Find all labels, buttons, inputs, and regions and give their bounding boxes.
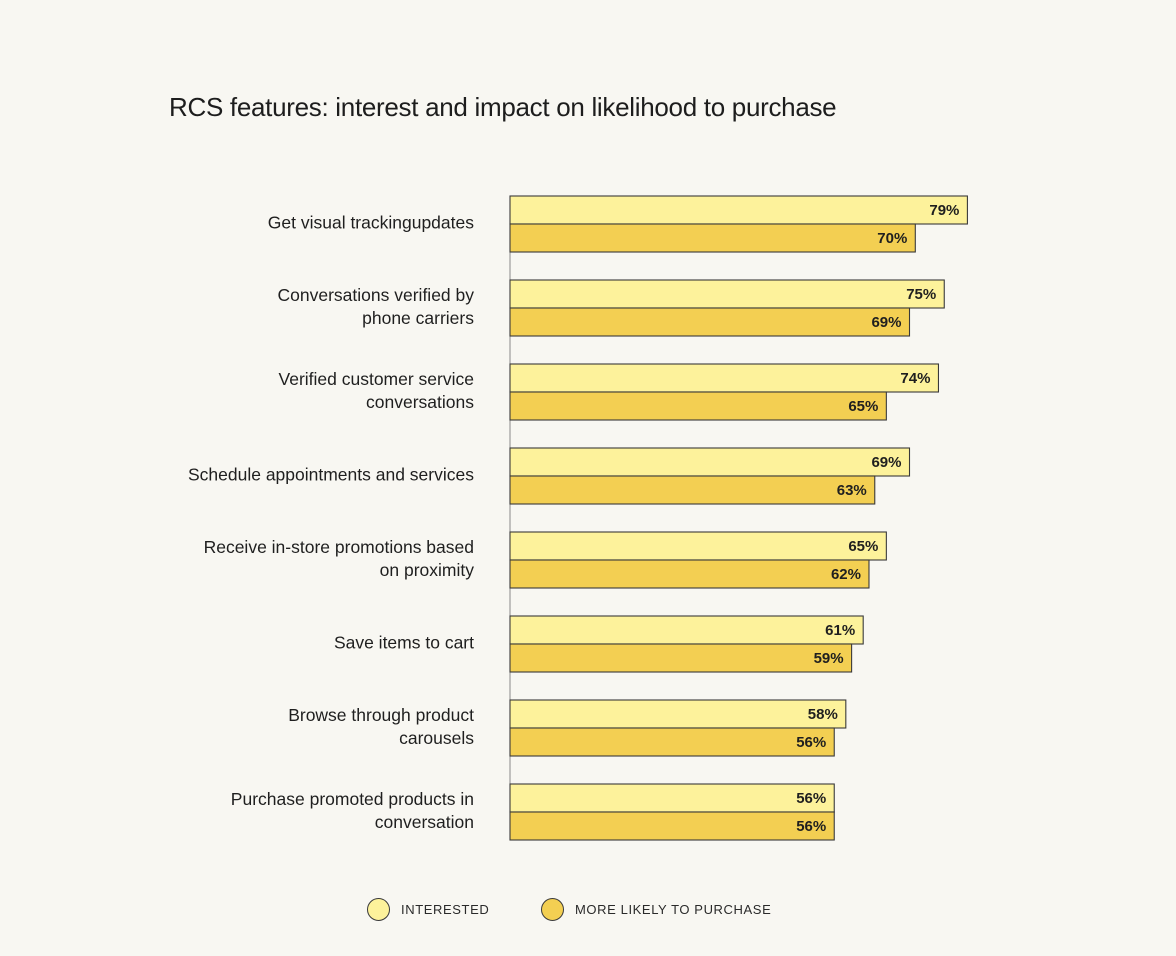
value-label-interested: 65% (848, 538, 878, 555)
category-label: carousels (399, 728, 474, 748)
bar-interested (509, 195, 968, 225)
category-label: Schedule appointments and services (188, 465, 474, 485)
value-label-purchase: 65% (848, 398, 878, 415)
category-label: Save items to cart (334, 633, 474, 653)
bar-interested (509, 279, 945, 309)
legend-swatch-purchase (541, 898, 564, 921)
legend-label-interested: INTERESTED (401, 902, 490, 917)
value-label-interested: 56% (796, 790, 826, 807)
category-label: phone carriers (362, 308, 474, 328)
value-label-purchase: 63% (837, 482, 867, 499)
bar-purchase (509, 391, 887, 421)
bar-interested (509, 363, 940, 393)
bar-purchase (509, 727, 835, 757)
chart-plot: Get visual trackingupdates 79% 70% Conversa… (188, 195, 968, 841)
legend-item-interested: INTERESTED (367, 898, 489, 921)
bar-interested (509, 699, 847, 729)
value-label-purchase: 56% (796, 734, 826, 751)
legend-item-purchase: MORE LIKELY TO PURCHASE (541, 898, 771, 921)
value-label-purchase: 69% (871, 314, 901, 331)
value-label-purchase: 62% (831, 566, 861, 583)
bar-interested (509, 447, 911, 477)
legend: INTERESTED MORE LIKELY TO PURCHASE (0, 898, 1176, 926)
legend-swatch-interested (367, 898, 390, 921)
value-label-interested: 58% (808, 706, 838, 723)
value-label-interested: 75% (906, 286, 936, 303)
bar-interested (509, 783, 835, 813)
bar-interested (509, 615, 864, 645)
category-label: Receive in-store promotions based (204, 537, 474, 557)
chart-title: RCS features: interest and impact on lik… (169, 92, 837, 122)
legend-label-purchase: MORE LIKELY TO PURCHASE (575, 902, 772, 917)
category-label: conversations (366, 392, 474, 412)
value-label-interested: 74% (900, 370, 930, 387)
value-label-purchase: 59% (814, 650, 844, 667)
bar-interested (509, 531, 887, 561)
category-label: Verified customer service (279, 369, 475, 389)
bar-purchase (509, 475, 876, 505)
category-label: Browse through product (288, 705, 474, 725)
value-label-purchase: 56% (796, 818, 826, 835)
category-label: Get visual trackingupdates (268, 213, 474, 233)
category-label: Conversations verified by (278, 285, 475, 305)
category-label: on proximity (380, 560, 475, 580)
value-label-purchase: 70% (877, 230, 907, 247)
bar-purchase (509, 307, 911, 337)
bar-purchase (509, 811, 835, 841)
bar-purchase (509, 559, 870, 589)
category-label: conversation (375, 812, 474, 832)
value-label-interested: 79% (929, 202, 959, 219)
category-label: Purchase promoted products in (231, 789, 474, 809)
bar-purchase (509, 223, 916, 253)
value-label-interested: 69% (871, 454, 901, 471)
value-label-interested: 61% (825, 622, 855, 639)
bar-purchase (509, 643, 853, 673)
